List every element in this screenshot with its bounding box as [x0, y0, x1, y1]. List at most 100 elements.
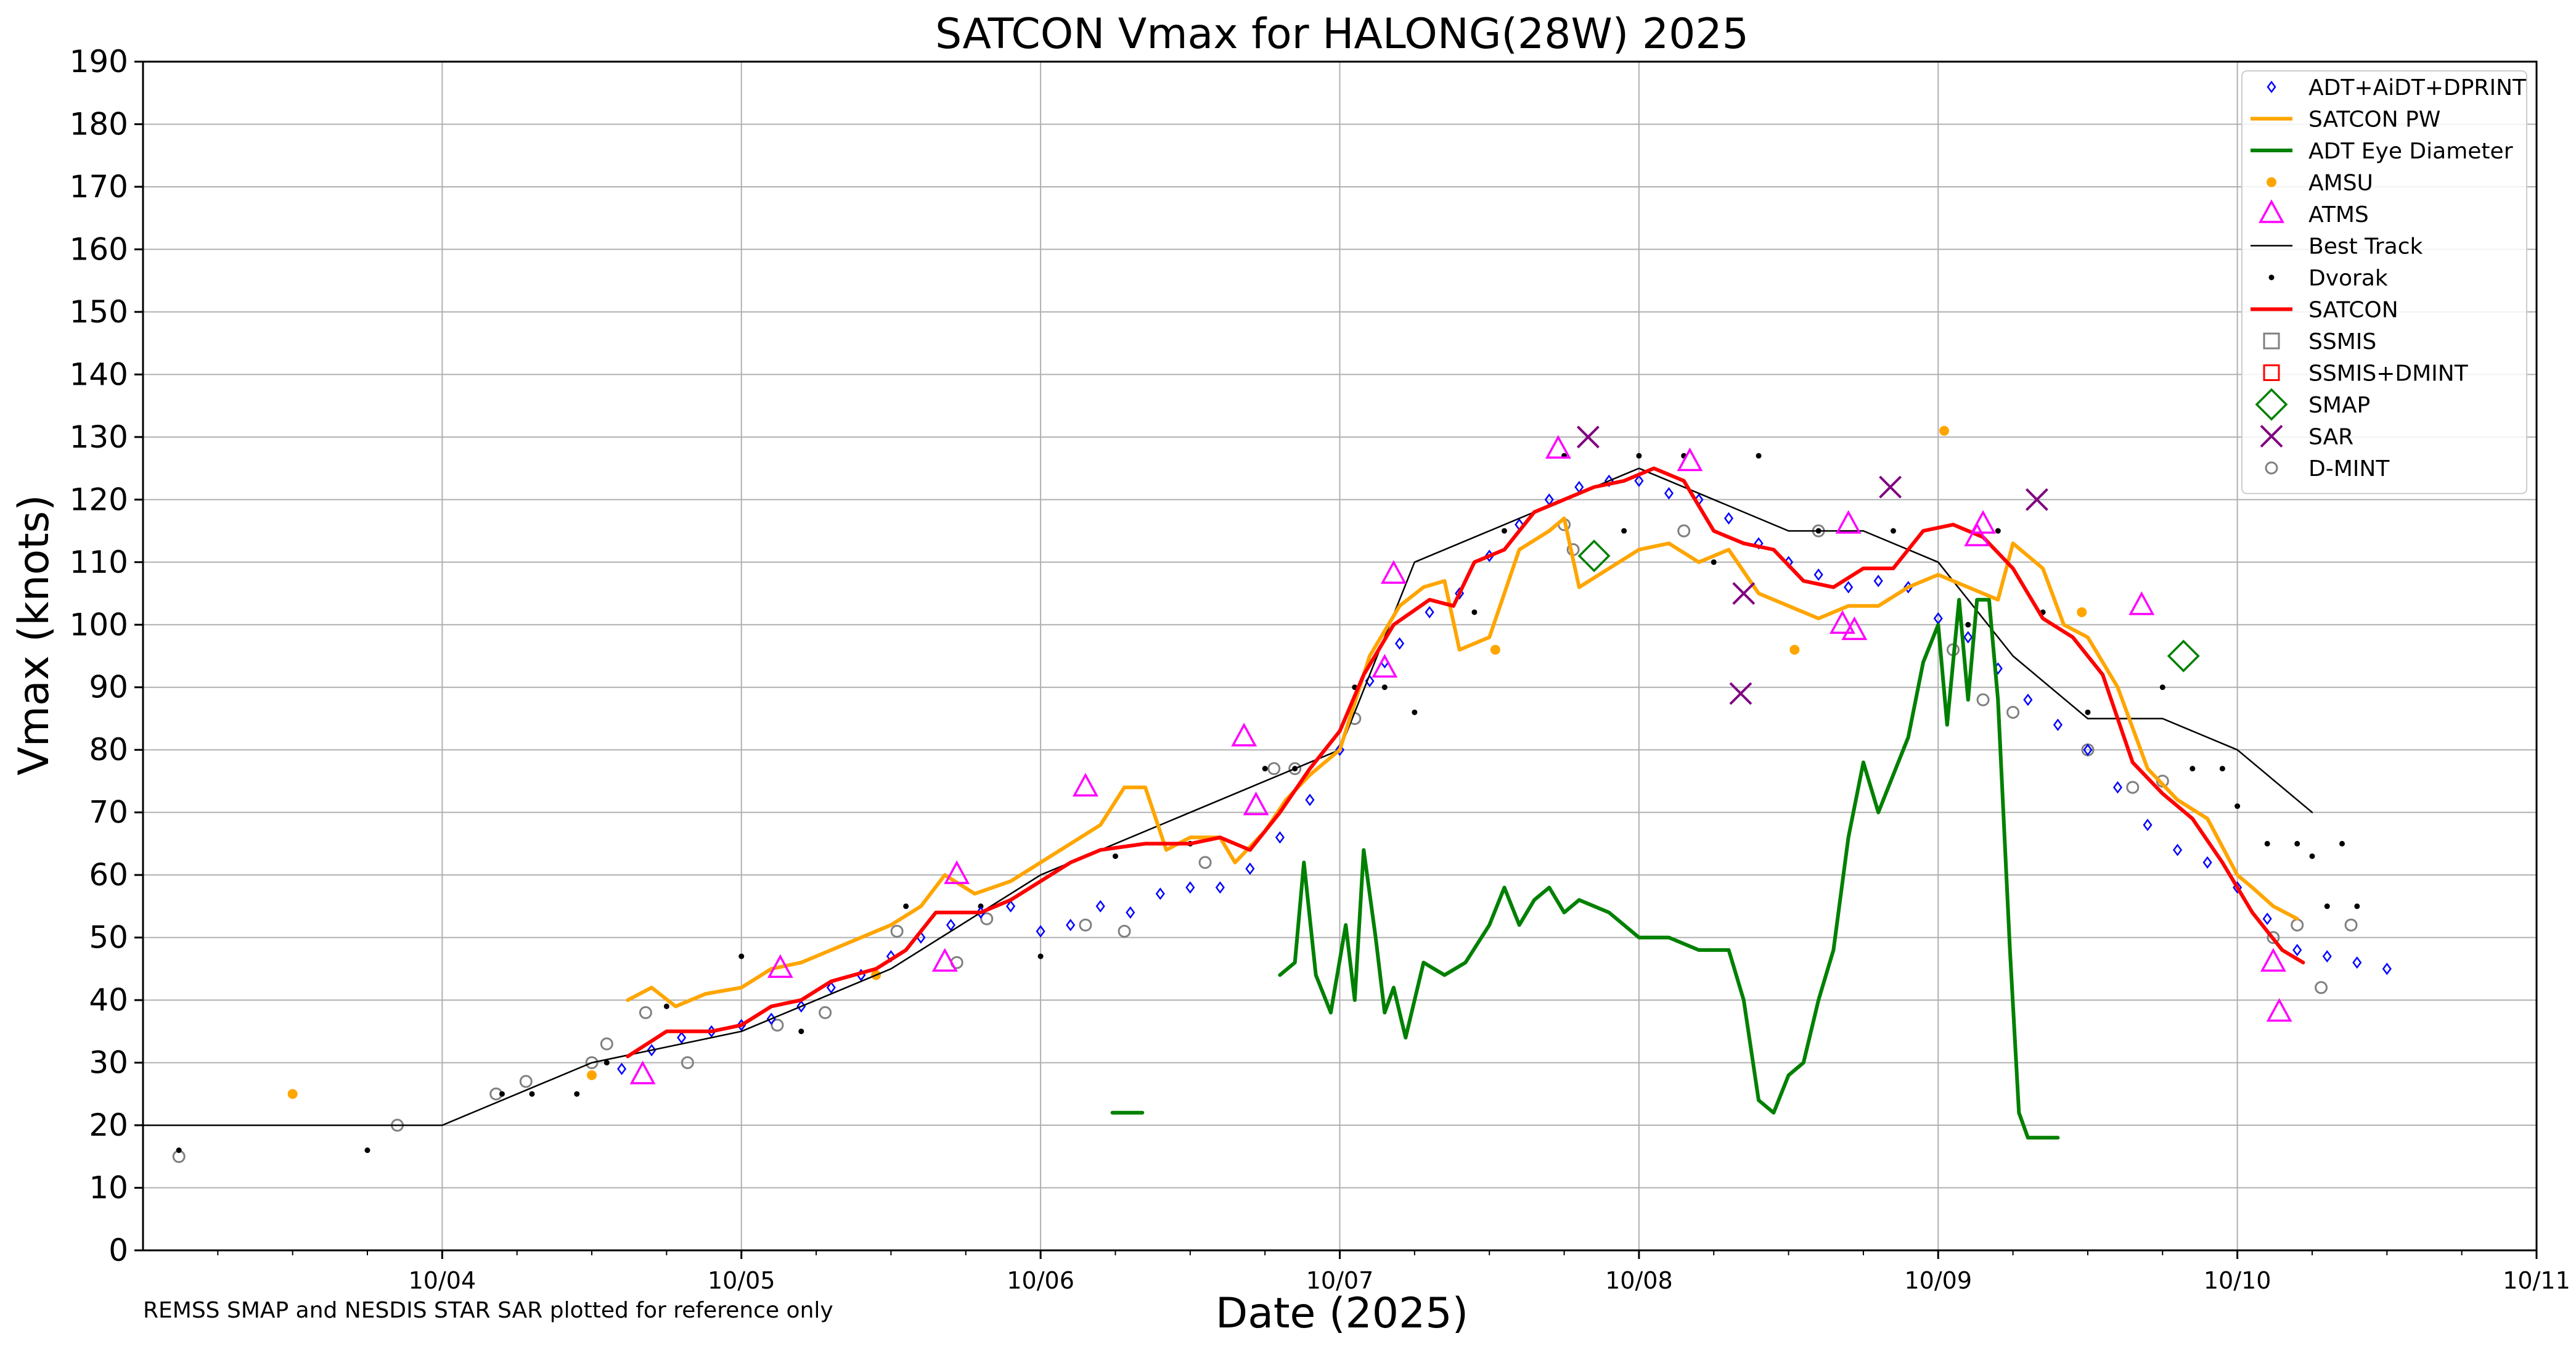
data-point	[2315, 981, 2328, 994]
scatter-amsu	[287, 425, 2087, 1099]
data-point	[2053, 718, 2063, 731]
sar-x-stroke	[1732, 582, 1756, 605]
series-line-satcon-pw	[626, 516, 2299, 1009]
data-point	[980, 912, 994, 925]
data-point	[2309, 853, 2315, 859]
y-tick-label: 20	[89, 1107, 128, 1143]
data-point	[1677, 447, 1703, 472]
data-point	[176, 1147, 182, 1154]
legend-entry: Dvorak	[2268, 266, 2388, 291]
legend-label: ADT Eye Diameter	[2308, 139, 2513, 164]
data-point	[1545, 435, 1571, 459]
scatter-smap	[1577, 539, 2200, 673]
data-point	[2354, 903, 2360, 909]
data-point	[1621, 528, 1627, 534]
x-tick-label: 10/08	[1605, 1267, 1673, 1294]
data-point	[1066, 919, 1076, 932]
legend-entry: SMAP	[2255, 388, 2370, 421]
legend-swatch-marker	[2260, 425, 2283, 448]
x-tick-label: 10/07	[1306, 1267, 1374, 1294]
data-point	[2128, 591, 2155, 615]
data-point	[287, 1089, 298, 1099]
data-point	[574, 1091, 580, 1097]
data-point	[2172, 843, 2183, 856]
data-point	[2085, 709, 2091, 715]
data-point	[1006, 900, 1016, 912]
data-point	[2126, 781, 2140, 794]
data-point	[2260, 948, 2286, 972]
data-point	[529, 1091, 535, 1097]
footnote: REMSS SMAP and NESDIS STAR SAR plotted f…	[143, 1298, 833, 1323]
data-point	[681, 1056, 694, 1070]
data-point	[1335, 744, 1345, 757]
legend-label: SAR	[2308, 425, 2353, 450]
legend-label: SSMIS	[2308, 329, 2376, 355]
data-point	[1305, 793, 1315, 806]
series-line-satcon	[626, 466, 2305, 1059]
data-point	[499, 1091, 505, 1097]
x-tick-label: 10/06	[1007, 1267, 1074, 1294]
data-point	[1037, 953, 1044, 959]
data-point	[1729, 682, 1752, 705]
data-point	[1965, 621, 1971, 628]
x-tick-label: 10/11	[2503, 1267, 2570, 1294]
y-tick-label: 120	[70, 482, 128, 517]
data-point	[647, 1044, 656, 1057]
data-point	[1939, 425, 1949, 436]
data-point	[819, 1006, 832, 1019]
y-tick-label: 130	[70, 419, 128, 455]
data-point	[2322, 949, 2332, 963]
y-tick-label: 50	[89, 920, 128, 956]
data-point	[738, 953, 745, 959]
x-tick-label: 10/04	[409, 1267, 476, 1294]
legend-entry: ADT+AiDT+DPRINT	[2267, 75, 2527, 100]
y-tick-label: 110	[70, 544, 128, 580]
data-point	[1964, 522, 1990, 546]
scatter-sar	[1576, 425, 2048, 705]
y-tick-label: 60	[89, 857, 128, 893]
data-point	[1664, 487, 1674, 500]
data-point	[1995, 528, 2001, 534]
y-tick-label: 0	[108, 1232, 128, 1268]
data-point	[946, 919, 956, 932]
legend-swatch-marker	[2268, 274, 2275, 281]
data-point	[2339, 840, 2345, 847]
data-point	[2344, 918, 2358, 932]
y-tick-label: 150	[70, 294, 128, 330]
data-point	[1976, 693, 1990, 707]
data-point	[663, 1003, 669, 1009]
data-point	[1634, 474, 1644, 487]
legend-label: ADT+AiDT+DPRINT	[2308, 75, 2527, 100]
data-point	[603, 1060, 610, 1066]
data-point	[1198, 856, 1212, 869]
legend-swatch-marker	[2255, 388, 2288, 421]
data-point	[1118, 924, 1131, 938]
data-point	[767, 954, 793, 978]
data-point	[1890, 528, 1896, 534]
x-tick-label: 10/09	[1904, 1267, 1972, 1294]
grid-lines	[143, 61, 2537, 1251]
data-point	[1879, 475, 1902, 499]
legend-swatch-marker	[2265, 461, 2278, 475]
sar-x-stroke	[2260, 425, 2283, 448]
data-point	[1677, 524, 1691, 538]
data-point	[2219, 766, 2225, 772]
data-point	[2264, 840, 2270, 847]
data-point	[2167, 639, 2200, 673]
x-tick-label: 10/05	[708, 1267, 775, 1294]
data-point	[1381, 684, 1388, 691]
data-point	[2026, 488, 2048, 511]
data-point	[1873, 575, 1883, 588]
data-point	[1711, 559, 1717, 565]
data-point	[1835, 510, 1862, 534]
data-point	[2023, 693, 2033, 707]
plot-data	[142, 425, 2392, 1163]
data-point	[1723, 512, 1734, 525]
data-point	[1275, 831, 1285, 844]
data-point	[1079, 918, 1092, 932]
data-point	[1963, 631, 1973, 644]
data-point	[1829, 610, 1855, 634]
data-point	[1841, 616, 1868, 641]
y-tick-label: 140	[70, 356, 128, 392]
sar-x-stroke	[2026, 488, 2048, 511]
